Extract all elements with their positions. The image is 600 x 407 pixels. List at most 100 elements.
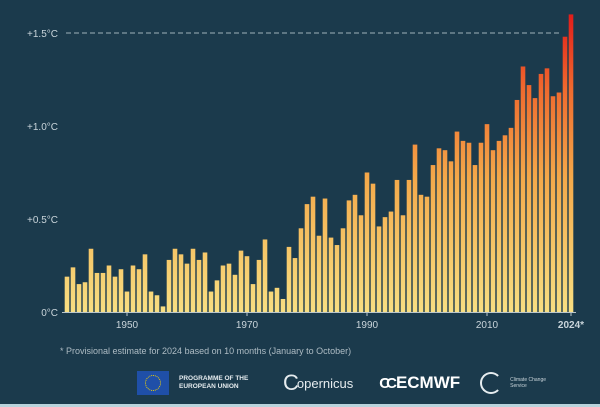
bar-1986	[340, 228, 346, 312]
bar-2019	[538, 73, 544, 312]
bar-2013	[502, 135, 508, 312]
bar-2000	[424, 196, 430, 312]
bar-1965	[214, 280, 220, 312]
bar-1967	[226, 263, 232, 312]
bar-2001	[430, 165, 436, 312]
bar-1976	[280, 298, 286, 312]
bar-2008	[472, 165, 478, 312]
ecmwf-mark-icon: CC	[379, 374, 397, 392]
bar-2003	[442, 150, 448, 312]
bar-1960	[184, 263, 190, 312]
bar-2004	[448, 161, 454, 312]
x-tick-label: 1970	[236, 320, 259, 331]
bar-2018	[532, 98, 538, 312]
bar-2024	[568, 14, 574, 313]
bar-2017	[526, 85, 532, 312]
bar-1958	[172, 248, 178, 312]
bar-1957	[166, 259, 172, 312]
bar-1987	[346, 200, 352, 312]
bar-1947	[106, 265, 112, 312]
bar-1991	[370, 183, 376, 312]
bar-2022	[556, 92, 562, 313]
bar-2011	[490, 150, 496, 312]
x-tick-label: 1990	[356, 320, 379, 331]
x-tick-label: 1950	[116, 320, 139, 331]
bar-1966	[220, 265, 226, 312]
bar-2006	[460, 140, 466, 312]
bar-1942	[76, 284, 82, 312]
bar-1971	[250, 284, 256, 312]
bar-1993	[382, 217, 388, 312]
bar-1998	[412, 144, 418, 312]
ecmwf-label: ECMWF	[395, 373, 461, 392]
copernicus-label: opernicus	[296, 375, 354, 391]
bar-2009	[478, 142, 484, 312]
y-tick-label: +1.5°C	[27, 29, 58, 40]
bar-1946	[100, 272, 106, 312]
bar-1945	[94, 272, 100, 312]
bar-1955	[154, 295, 160, 312]
bar-2007	[466, 142, 472, 312]
bar-1962	[196, 259, 202, 312]
bar-2005	[454, 131, 460, 312]
bar-2021	[550, 96, 556, 313]
bar-1989	[358, 215, 364, 312]
y-tick-label: +0.5°C	[27, 215, 58, 226]
bar-1984	[328, 237, 334, 312]
bar-2016	[520, 66, 526, 312]
bar-1961	[190, 248, 196, 312]
bar-1983	[322, 198, 328, 312]
bar-1970	[244, 256, 250, 312]
bar-2002	[436, 148, 442, 312]
bar-1990	[364, 172, 370, 312]
ecmwf-logo: CC ECMWF	[379, 373, 460, 393]
bar-1954	[148, 291, 154, 312]
bar-1985	[334, 245, 340, 312]
bar-1996	[400, 215, 406, 312]
bar-1969	[238, 250, 244, 312]
bar-1951	[130, 265, 136, 312]
bar-1941	[70, 267, 76, 312]
bar-1940	[64, 276, 70, 312]
bar-1953	[142, 254, 148, 312]
bar-1975	[274, 287, 280, 312]
bar-2012	[496, 140, 502, 312]
bar-1979	[298, 228, 304, 312]
bar-1994	[388, 211, 394, 312]
c3s-logo: Climate Change Service	[480, 372, 560, 394]
bar-2015	[514, 99, 520, 313]
bar-1974	[268, 291, 274, 312]
bar-1963	[202, 252, 208, 312]
bar-1949	[118, 269, 124, 312]
bar-1999	[418, 194, 424, 312]
bar-1977	[286, 246, 292, 312]
bar-1978	[292, 258, 298, 312]
bar-1944	[88, 248, 94, 312]
bar-2014	[508, 127, 514, 312]
bar-1950	[124, 291, 130, 312]
y-tick-label: +1.0°C	[27, 122, 58, 133]
bar-1972	[256, 259, 262, 312]
bar-1956	[160, 306, 166, 312]
bar-1973	[262, 239, 268, 312]
bar-1964	[208, 291, 214, 312]
bottom-strip	[0, 404, 600, 407]
footnote: * Provisional estimate for 2024 based on…	[60, 346, 352, 356]
bar-1995	[394, 179, 400, 312]
bar-1997	[406, 179, 412, 312]
bar-1959	[178, 254, 184, 312]
bar-1982	[316, 235, 322, 312]
bar-1988	[352, 194, 358, 312]
bar-1981	[310, 196, 316, 312]
bar-1992	[376, 226, 382, 312]
x-tick-label: 2010	[476, 320, 499, 331]
eu-flag-logo	[137, 371, 169, 395]
bar-1968	[232, 274, 238, 312]
c3s-mark-icon	[480, 372, 503, 394]
bar-2023	[562, 36, 568, 312]
bar-1980	[304, 204, 310, 312]
bar-1952	[136, 269, 142, 312]
c3s-label: Climate Change Service	[510, 377, 547, 389]
